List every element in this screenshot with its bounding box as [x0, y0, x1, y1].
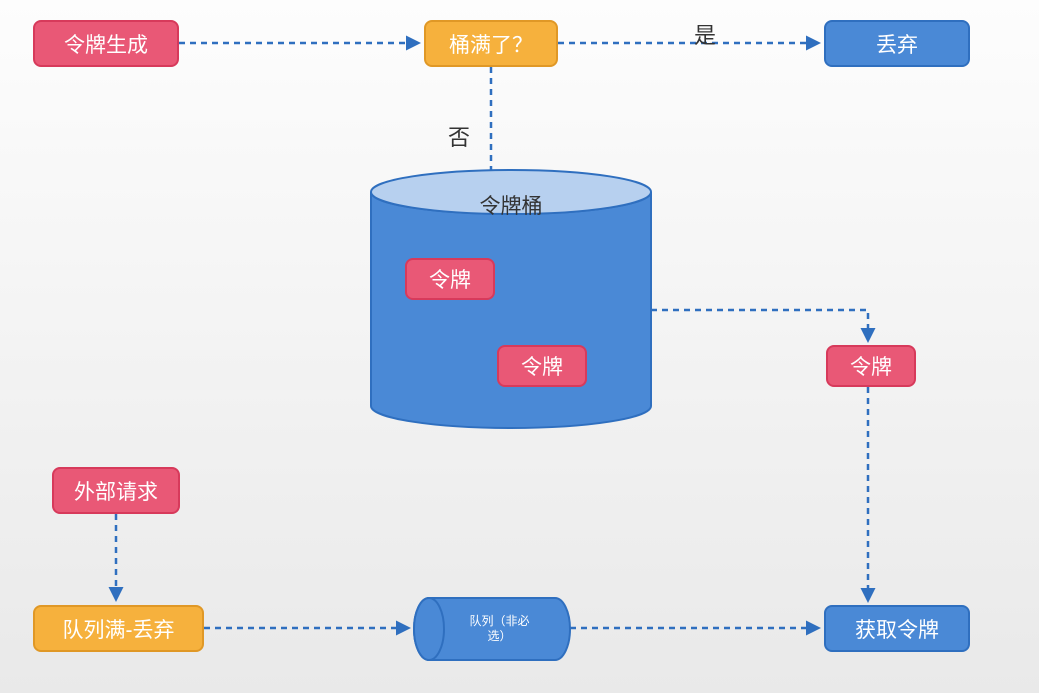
edge-label-e3: 否 [448, 120, 470, 152]
node-tok3: 令牌 [826, 345, 916, 387]
node-tok1: 令牌 [405, 258, 495, 300]
node-queue_cyl-label: 队列（非必 选） [429, 598, 570, 660]
node-ext_req: 外部请求 [52, 467, 180, 514]
node-get_tok: 获取令牌 [824, 605, 970, 652]
diagram-stage: 令牌生成桶满了？丢弃令牌桶令牌令牌令牌外部请求队列满-丢弃队列（非必 选）获取令… [0, 0, 1039, 693]
edge-e4 [651, 310, 868, 340]
node-bucket-label: 令牌桶 [371, 190, 651, 220]
node-queue_full: 队列满-丢弃 [33, 605, 204, 652]
node-full_q: 桶满了？ [424, 20, 558, 67]
edge-label-e2: 是 [694, 18, 716, 50]
node-tok2: 令牌 [497, 345, 587, 387]
node-discard: 丢弃 [824, 20, 970, 67]
node-gen: 令牌生成 [33, 20, 179, 67]
